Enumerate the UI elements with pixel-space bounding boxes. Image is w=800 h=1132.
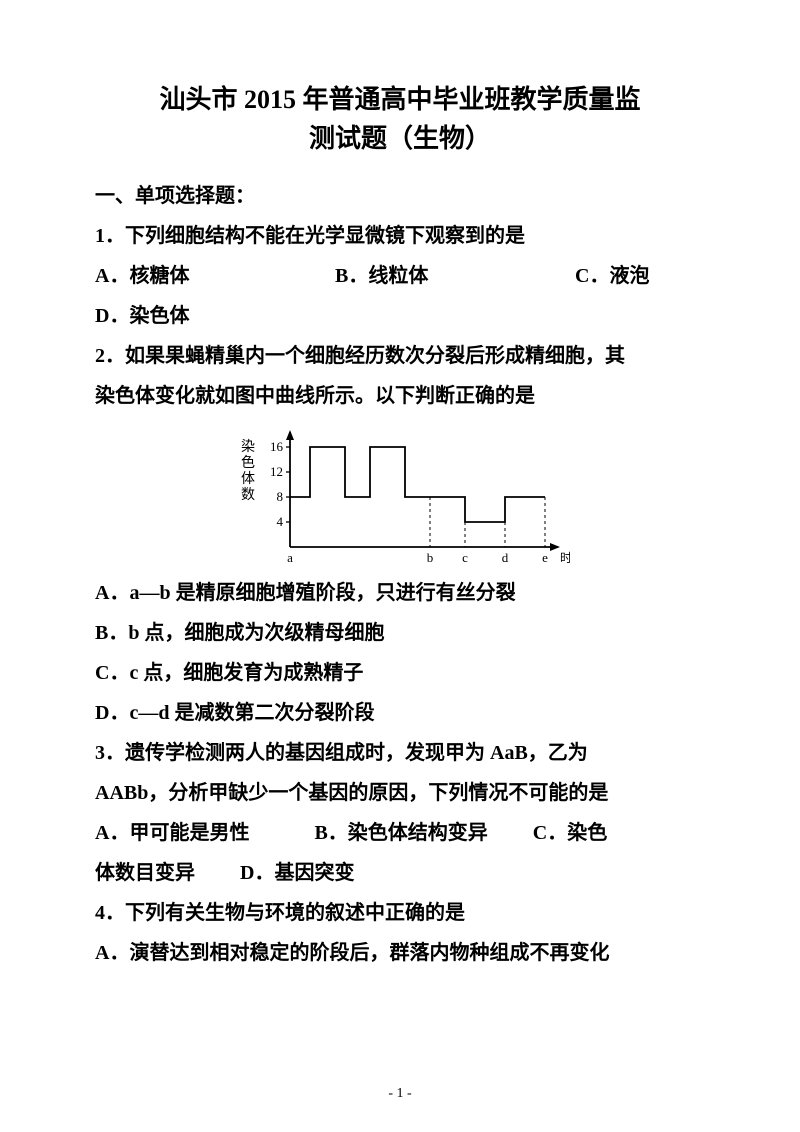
q4-opt-a: A．演替达到相对稳定的阶段后，群落内物种组成不再变化 [95, 933, 705, 973]
q2-opt-a: A．a—b 是精原细胞增殖阶段，只进行有丝分裂 [95, 573, 705, 613]
svg-text:8: 8 [277, 489, 284, 504]
q3-options-line1: A．甲可能是男性 B．染色体结构变异 C．染色 [95, 813, 705, 853]
title-line2: 测试题（生物） [95, 119, 705, 158]
q3-stem2: AABb，分析甲缺少一个基因的原因，下列情况不可能的是 [95, 773, 705, 813]
svg-text:d: d [502, 550, 509, 565]
section-header: 一、单项选择题： [95, 176, 705, 216]
q1-options-row: A．核糖体 B．线粒体 C．液泡 [95, 256, 705, 296]
q2-opt-c: C．c 点，细胞发育为成熟精子 [95, 653, 705, 693]
q3-stem1: 3．遗传学检测两人的基因组成时，发现甲为 AaB，乙为 [95, 733, 705, 773]
q1-opt-c: C．液泡 [575, 256, 695, 296]
chart-svg: 16 12 8 4 染色体数 a b c d e 时间 [230, 422, 570, 567]
svg-text:色: 色 [241, 454, 255, 471]
q4-stem: 4．下列有关生物与环境的叙述中正确的是 [95, 893, 705, 933]
svg-text:时间: 时间 [560, 551, 570, 565]
q3-opt-c: C．染色 [533, 813, 607, 853]
q2-stem1: 2．如果果蝇精巢内一个细胞经历数次分裂后形成精细胞，其 [95, 336, 705, 376]
svg-text:b: b [427, 550, 434, 565]
title-line1: 汕头市 2015 年普通高中毕业班教学质量监 [95, 80, 705, 119]
svg-text:16: 16 [270, 439, 284, 454]
q3-opt-a: A．甲可能是男性 [95, 813, 249, 853]
q3-opt-d: D．基因突变 [240, 853, 354, 893]
svg-text:体: 体 [241, 471, 255, 487]
svg-text:12: 12 [270, 464, 283, 479]
q2-chart: 16 12 8 4 染色体数 a b c d e 时间 [230, 422, 570, 567]
q1-opt-a: A．核糖体 [95, 256, 335, 296]
q1-opt-b: B．线粒体 [335, 256, 575, 296]
svg-text:c: c [462, 550, 468, 565]
svg-text:e: e [542, 550, 548, 565]
q2-stem2: 染色体变化就如图中曲线所示。以下判断正确的是 [95, 376, 705, 416]
q1-stem: 1．下列细胞结构不能在光学显微镜下观察到的是 [95, 216, 705, 256]
q1-opt-d: D．染色体 [95, 296, 705, 336]
q2-opt-d: D．c—d 是减数第二次分裂阶段 [95, 693, 705, 733]
q2-opt-b: B．b 点，细胞成为次级精母细胞 [95, 613, 705, 653]
q2-chart-wrapper: 16 12 8 4 染色体数 a b c d e 时间 [95, 422, 705, 567]
svg-text:a: a [287, 550, 293, 565]
q3-options-line2: 体数目变异 D．基因突变 [95, 853, 705, 893]
q3-opt-b: B．染色体结构变异 [314, 813, 487, 853]
q3-opt-c2: 体数目变异 [95, 853, 195, 893]
page-number: - 1 - [0, 1086, 800, 1102]
svg-text:4: 4 [277, 514, 284, 529]
svg-text:染: 染 [241, 439, 255, 455]
svg-text:数: 数 [241, 487, 255, 503]
